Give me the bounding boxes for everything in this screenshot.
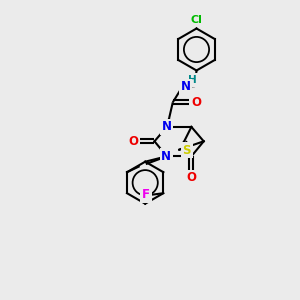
Text: O: O (191, 96, 201, 109)
Text: N: N (162, 120, 172, 134)
Text: N: N (180, 80, 190, 93)
Text: O: O (186, 171, 197, 184)
Text: S: S (183, 144, 191, 157)
Text: N: N (161, 150, 171, 163)
Text: Cl: Cl (190, 15, 202, 25)
Text: H: H (188, 75, 196, 85)
Text: O: O (128, 135, 138, 148)
Text: F: F (142, 188, 150, 201)
